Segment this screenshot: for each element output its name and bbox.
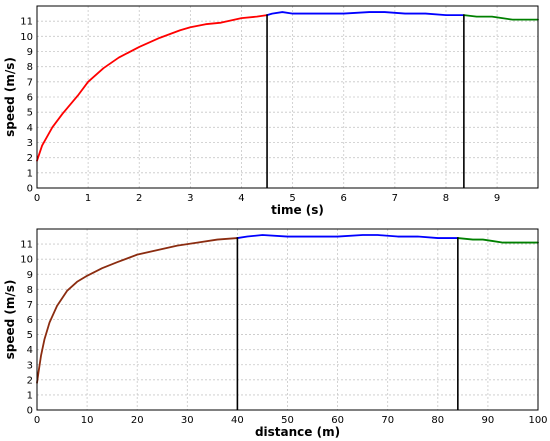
x-axis-title: distance (m) — [255, 425, 340, 439]
y-tick-label: 9 — [27, 270, 33, 281]
y-tick-label: 10 — [20, 255, 33, 266]
x-tick-label: 50 — [281, 415, 294, 426]
y-tick-label: 11 — [20, 240, 33, 251]
plot-frame — [36, 228, 539, 411]
series-line-1 — [36, 237, 239, 384]
y-axis-title: speed (m/s) — [3, 57, 17, 137]
y-tick-label: 10 — [20, 32, 33, 43]
series-line-1 — [36, 14, 268, 162]
y-tick-label: 0 — [27, 184, 33, 195]
x-tick-label: 40 — [231, 415, 244, 426]
y-tick-label: 3 — [27, 138, 33, 149]
x-tick-label: 4 — [238, 193, 244, 204]
series-line-3 — [462, 14, 539, 21]
x-tick-label: 20 — [131, 415, 144, 426]
y-tick-label: 1 — [27, 168, 33, 179]
series-line-2 — [266, 11, 465, 17]
y-tick-label: 7 — [27, 300, 33, 311]
y-tick-label: 2 — [27, 153, 33, 164]
y-tick-label: 8 — [27, 62, 33, 73]
x-tick-label: 2 — [136, 193, 142, 204]
y-axis-title: speed (m/s) — [3, 280, 17, 360]
x-tick-label: 100 — [528, 415, 547, 426]
x-tick-label: 5 — [289, 193, 295, 204]
y-tick-label: 6 — [27, 315, 33, 326]
x-axis-title: time (s) — [271, 203, 324, 217]
y-tick-label: 3 — [27, 360, 33, 371]
x-tick-label: 0 — [34, 193, 40, 204]
plot-frame — [36, 5, 539, 189]
y-tick-label: 5 — [27, 330, 33, 341]
y-tick-label: 2 — [27, 375, 33, 386]
y-tick-label: 4 — [27, 123, 33, 134]
y-tick-label: 6 — [27, 93, 33, 104]
y-tick-label: 9 — [27, 47, 33, 58]
chart-1: 0 1 2 3 4 5 6 7 8 9 0 1 2 3 4 5 6 7 8 9 10 11 time (s) speed (m… — [3, 5, 539, 217]
x-tick-label: 60 — [331, 415, 344, 426]
y-tick-label: 5 — [27, 108, 33, 119]
series-line-2 — [236, 234, 459, 239]
x-tick-label: 10 — [81, 415, 94, 426]
x-tick-label: 90 — [482, 415, 495, 426]
x-tick-label: 9 — [494, 193, 500, 204]
x-tick-label: 8 — [443, 193, 449, 204]
y-tick-label: 4 — [27, 345, 33, 356]
x-tick-label: 0 — [34, 415, 40, 426]
y-tick-label: 8 — [27, 285, 33, 296]
y-tick-label: 7 — [27, 77, 33, 88]
x-tick-label: 70 — [381, 415, 394, 426]
x-tick-label: 80 — [431, 415, 444, 426]
x-tick-label: 6 — [341, 193, 347, 204]
chart-2: 0 10 20 30 40 50 60 70 80 90 100 0 1 2 3 4 5 6 7 8 9 10 11 dist… — [3, 228, 548, 439]
x-tick-label: 1 — [85, 193, 91, 204]
x-tick-label: 7 — [392, 193, 398, 204]
x-tick-label: 3 — [187, 193, 193, 204]
y-tick-label: 1 — [27, 390, 33, 401]
series-line-3 — [456, 237, 539, 244]
y-tick-label: 11 — [20, 17, 33, 28]
y-tick-label: 0 — [27, 406, 33, 417]
x-tick-label: 30 — [181, 415, 194, 426]
